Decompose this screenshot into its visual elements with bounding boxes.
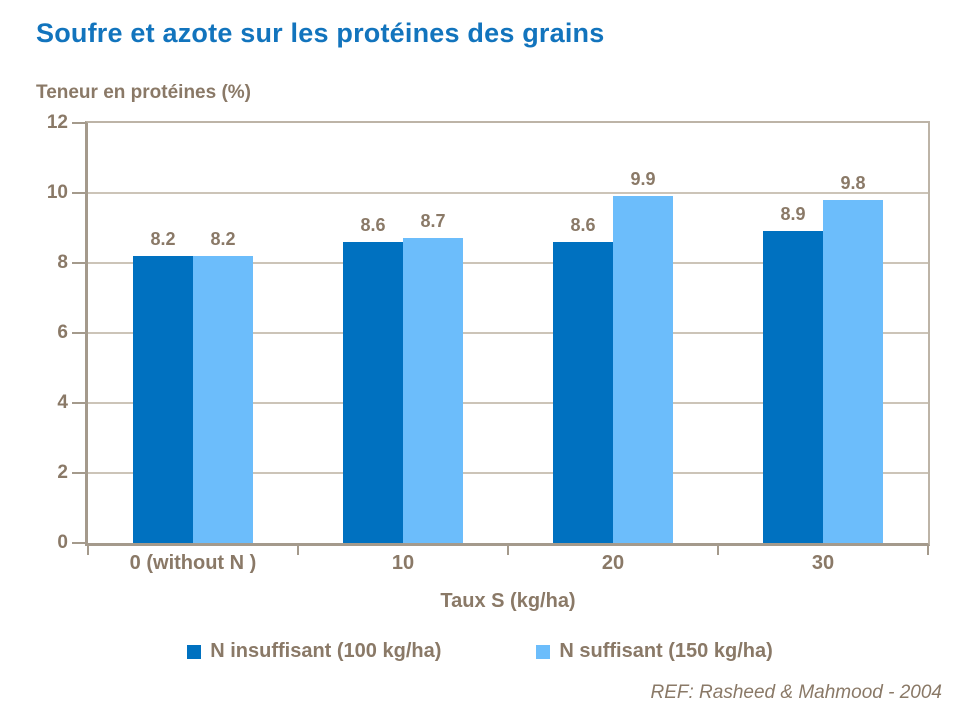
bar-value-label: 8.2	[150, 229, 176, 249]
y-tick-label: 4	[57, 392, 68, 413]
y-axis-title: Teneur en protéines (%)	[36, 82, 252, 103]
bar	[193, 256, 253, 543]
x-axis-tick	[507, 546, 509, 555]
y-axis-tick	[72, 332, 85, 334]
gridline	[88, 192, 928, 194]
legend-label: N suffisant (150 kg/ha)	[559, 640, 773, 662]
y-axis-tick	[72, 122, 85, 124]
bar	[133, 256, 193, 543]
plot-area: 8.2 8.6 8.6 8.9 8.2 8.7 9.9 9.8	[85, 121, 930, 546]
y-tick-label: 6	[57, 322, 68, 343]
y-tick-label: 0	[57, 532, 68, 553]
bar-value-label: 8.7	[420, 211, 446, 231]
y-tick-label: 2	[57, 462, 68, 483]
gridline	[88, 332, 928, 334]
y-axis-tick	[72, 262, 85, 264]
x-axis-tick	[717, 546, 719, 555]
x-category-label: 20	[601, 552, 625, 574]
bar	[553, 242, 613, 543]
bar-value-label: 8.6	[570, 215, 596, 235]
bar	[343, 242, 403, 543]
x-category-label: 10	[391, 552, 415, 574]
reference-note: REF: Rasheed & Mahmood - 2004	[650, 682, 943, 703]
y-tick-label: 12	[46, 112, 68, 133]
bar-value-label: 8.6	[360, 215, 386, 235]
chart-title: Soufre et azote sur les protéines des gr…	[36, 18, 605, 48]
bar-value-label: 9.8	[840, 173, 866, 193]
legend-swatch	[187, 644, 202, 659]
gridline	[88, 262, 928, 264]
x-category-label: 0 (without N )	[129, 552, 257, 574]
gridline	[88, 472, 928, 474]
x-axis-tick	[297, 546, 299, 555]
bar	[613, 196, 673, 543]
legend-swatch	[536, 644, 551, 659]
gridline	[88, 402, 928, 404]
bar	[823, 200, 883, 543]
y-axis-tick	[72, 192, 85, 194]
x-axis-tick	[927, 546, 929, 555]
bar	[763, 231, 823, 543]
legend: N insuffisant (100 kg/ha) N suffisant (15…	[60, 640, 900, 663]
legend-label: N insuffisant (100 kg/ha)	[210, 640, 442, 662]
bar	[403, 238, 463, 543]
y-tick-label: 8	[57, 252, 68, 273]
bar-value-label: 8.9	[780, 204, 806, 224]
x-category-label: 30	[811, 552, 835, 574]
y-tick-label: 10	[46, 182, 68, 203]
y-axis-tick	[72, 472, 85, 474]
y-axis-tick	[72, 542, 85, 544]
x-axis-title: Taux S (kg/ha)	[440, 590, 576, 612]
y-axis-tick	[72, 402, 85, 404]
bar-value-label: 9.9	[630, 169, 656, 189]
x-axis-tick	[87, 546, 89, 555]
legend-item: N insuffisant (100 kg/ha)	[187, 640, 441, 663]
bar-value-label: 8.2	[210, 229, 236, 249]
legend-item: N suffisant (150 kg/ha)	[536, 640, 773, 663]
